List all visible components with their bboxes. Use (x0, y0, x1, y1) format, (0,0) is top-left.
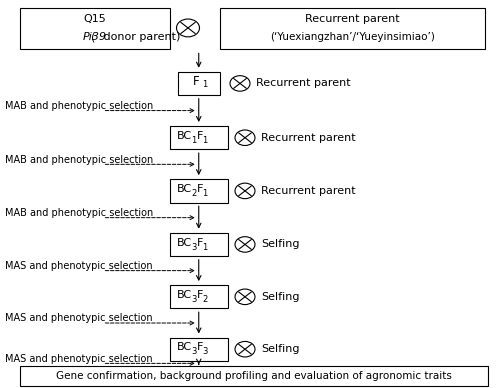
Text: 1: 1 (202, 80, 207, 90)
Text: 1: 1 (202, 189, 208, 198)
Bar (170, 126, 228, 149)
Text: BC: BC (176, 131, 192, 141)
Text: (‘Yuexiangzhan’/‘Yueyinsimiao’): (‘Yuexiangzhan’/‘Yueyinsimiao’) (270, 32, 435, 42)
Text: MAB and phenotypic selection: MAB and phenotypic selection (5, 101, 153, 111)
Bar (170, 285, 228, 308)
Text: Selfing: Selfing (261, 239, 300, 249)
Text: F: F (193, 74, 200, 88)
Text: 3: 3 (202, 347, 208, 357)
Circle shape (176, 19, 200, 37)
Circle shape (235, 183, 255, 199)
Text: Gene confirmation, background profiling and evaluation of agronomic traits: Gene confirmation, background profiling … (56, 371, 452, 381)
Circle shape (230, 76, 250, 91)
Text: Pi39: Pi39 (83, 32, 107, 42)
Text: F: F (196, 184, 203, 194)
Text: MAB and phenotypic selection: MAB and phenotypic selection (5, 208, 153, 218)
Text: Recurrent parent: Recurrent parent (261, 186, 356, 196)
Text: 2: 2 (192, 189, 197, 198)
Circle shape (235, 341, 255, 357)
Text: 3: 3 (192, 295, 197, 304)
Text: F: F (196, 342, 203, 352)
Text: F: F (196, 131, 203, 141)
Text: 2: 2 (202, 295, 208, 304)
Text: BC: BC (176, 184, 192, 194)
Text: 3: 3 (192, 242, 197, 252)
Text: Q15: Q15 (84, 14, 106, 24)
Text: MAS and phenotypic selection: MAS and phenotypic selection (5, 314, 152, 323)
Text: F: F (196, 290, 203, 300)
Text: 1: 1 (192, 136, 197, 145)
Text: MAS and phenotypic selection: MAS and phenotypic selection (5, 354, 152, 364)
Bar (20, 366, 487, 386)
Text: donor parent): donor parent) (100, 32, 180, 42)
Text: Selfing: Selfing (261, 344, 300, 354)
Text: Recurrent parent: Recurrent parent (305, 14, 400, 24)
Text: Recurrent parent: Recurrent parent (256, 78, 350, 88)
Text: 1: 1 (202, 136, 208, 145)
Text: 1: 1 (202, 242, 208, 252)
Text: BC: BC (176, 237, 192, 248)
Text: (: ( (90, 32, 95, 42)
Text: 3: 3 (192, 347, 197, 357)
Text: MAB and phenotypic selection: MAB and phenotypic selection (5, 155, 153, 165)
Circle shape (235, 237, 255, 252)
Text: BC: BC (176, 342, 192, 352)
Text: BC: BC (176, 290, 192, 300)
Circle shape (235, 289, 255, 305)
Text: F: F (196, 237, 203, 248)
Bar (170, 179, 228, 203)
Bar (170, 233, 228, 256)
Bar (220, 8, 485, 48)
Text: Recurrent parent: Recurrent parent (261, 133, 356, 143)
Bar (178, 72, 220, 95)
Text: Selfing: Selfing (261, 292, 300, 302)
Bar (170, 338, 228, 361)
Circle shape (235, 130, 255, 146)
Bar (20, 8, 170, 48)
Text: MAS and phenotypic selection: MAS and phenotypic selection (5, 261, 152, 271)
